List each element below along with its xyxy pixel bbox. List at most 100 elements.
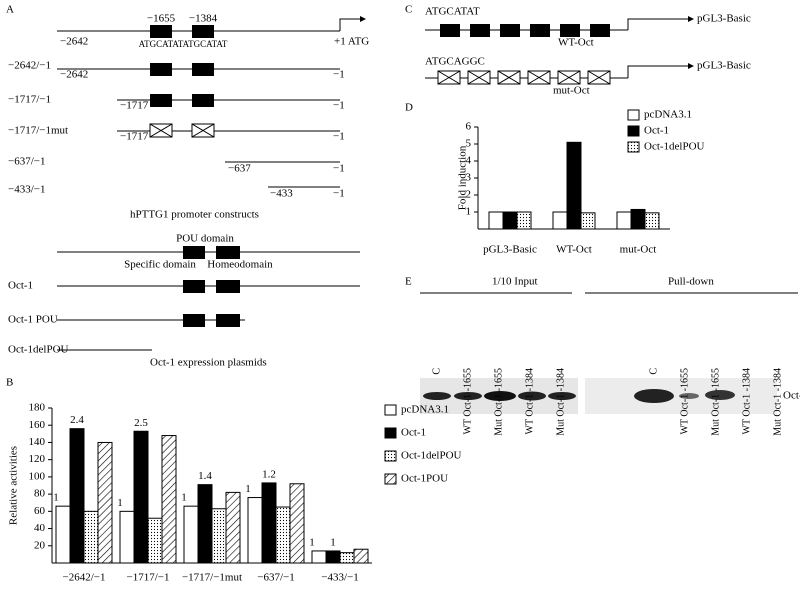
bar: [83, 510, 99, 564]
caption: hPTTG1 promoter constructs: [130, 209, 259, 221]
site-label: −1384: [189, 13, 218, 25]
y-tick-label: 3: [466, 172, 472, 184]
domain-label: Homeodomain: [207, 259, 273, 271]
fold-label: 1: [309, 536, 315, 548]
lane-label: C: [431, 368, 442, 375]
bar: [247, 497, 263, 564]
lane-label: WT Oct-1 -1384: [741, 368, 752, 434]
legend-swatch: [384, 404, 397, 416]
fold-label: 1: [117, 497, 123, 509]
start-label: −2642: [60, 69, 88, 81]
bar: [552, 211, 568, 230]
panel-label: D: [405, 102, 413, 114]
start-label: −637: [228, 163, 251, 175]
bar: [197, 484, 213, 564]
fold-label: 1: [181, 492, 187, 504]
y-tick-label: 100: [29, 470, 46, 482]
y-tick-label: 5: [466, 138, 472, 150]
x-tick-label: −433/−1: [321, 572, 358, 584]
charts: B Relative activities 20 40 60 80 100 120 140 160…: [6, 102, 705, 584]
construct-name: −637/−1: [8, 156, 45, 168]
bar: [133, 430, 149, 564]
y-tick-label: 120: [29, 453, 46, 465]
bar: [275, 506, 291, 564]
bar: [580, 212, 596, 230]
bar: [566, 141, 582, 230]
lane-label: Mut Oct-1 -1384: [772, 368, 783, 436]
legend-swatch: [384, 450, 397, 462]
y-tick-label: 1: [466, 206, 472, 218]
domain-label: Specific domain: [124, 259, 196, 271]
end-label: −1: [333, 100, 345, 112]
plasmid-name: Oct-1 POU: [8, 314, 58, 326]
y-tick-label: 180: [29, 402, 46, 414]
legend-label: Oct-1POU: [401, 473, 448, 485]
bar: [119, 510, 135, 564]
motif: ATGCATAT: [183, 39, 228, 49]
fold-label: 1: [330, 536, 336, 548]
bar: [261, 482, 277, 564]
end-label: −1: [333, 188, 345, 200]
panel-label: E: [405, 276, 412, 288]
bar: [630, 208, 646, 230]
bar: [161, 435, 177, 564]
fold-label: 2.5: [134, 417, 148, 429]
construct-name: −1717/−1: [8, 94, 51, 106]
motif: ATGCATAT: [139, 39, 184, 49]
arrow-head: [360, 16, 366, 22]
end-label: −1: [333, 131, 345, 143]
legend-swatch: [384, 473, 397, 485]
motif: ATGCATAT: [425, 6, 480, 18]
group-label: Pull-down: [668, 276, 714, 288]
tss-arrow: [339, 18, 360, 31]
bar: [289, 483, 305, 564]
bar: [183, 505, 199, 564]
construct-name: −1717/−1mut: [8, 125, 68, 137]
bar: [353, 548, 369, 564]
site-label: −1655: [147, 13, 176, 25]
end-label: −1: [333, 163, 345, 175]
legend-label: pcDNA3.1: [644, 109, 692, 121]
end-label: −1: [333, 69, 345, 81]
bar: [339, 552, 355, 564]
bar: [616, 211, 632, 230]
y-tick-label: 80: [34, 488, 46, 500]
bar: [97, 441, 113, 564]
bar: [502, 211, 518, 230]
y-tick-label: 2: [466, 189, 472, 201]
construct-name: −2642/−1: [8, 60, 51, 72]
bar: [211, 508, 227, 564]
y-tick-label: 140: [29, 436, 46, 448]
legend-swatch: [384, 427, 397, 439]
y-tick-label: 40: [34, 522, 46, 534]
x-tick-label: pGL3-Basic: [483, 244, 537, 256]
plasmid-name: Oct-1delPOU: [8, 344, 69, 356]
construct-name: WT-Oct: [558, 37, 594, 49]
fold-label: 2.4: [70, 414, 84, 426]
bar: [516, 211, 532, 230]
x-tick-label: WT-Oct: [556, 244, 592, 256]
lane-label: Mut Oct-1 -1384: [555, 368, 566, 436]
construct-name: mut-Oct: [553, 85, 590, 97]
x-tick-label: mut-Oct: [620, 244, 657, 256]
legend-label: Oct-1: [401, 427, 426, 439]
fold-label: 1: [245, 483, 251, 495]
start-label: −2642: [60, 36, 88, 48]
panel-c: C ATGCATAT pGL3-Basic WT-Oct ATGCAGGC pG…: [405, 4, 751, 97]
bar: [311, 550, 327, 564]
start-label: −433: [270, 188, 293, 200]
x-tick-label: −637/−1: [257, 572, 294, 584]
site-box: [150, 25, 172, 38]
fold-label: 1: [53, 492, 59, 504]
site-box: [192, 25, 214, 38]
bar: [147, 517, 163, 564]
bar: [69, 428, 85, 564]
legend-swatch: [627, 109, 640, 121]
legend-label: Oct-1: [644, 125, 669, 137]
construct-name: −433/−1: [8, 184, 45, 196]
y-axis-label: Fold induction: [457, 145, 469, 210]
panel-a: A −1655 −1384 ATGCATAT ATGCATAT −2642 +1…: [6, 4, 369, 369]
lane-label: Mut Oct-1 -1655: [493, 368, 504, 436]
start-label: −1717: [120, 100, 149, 112]
